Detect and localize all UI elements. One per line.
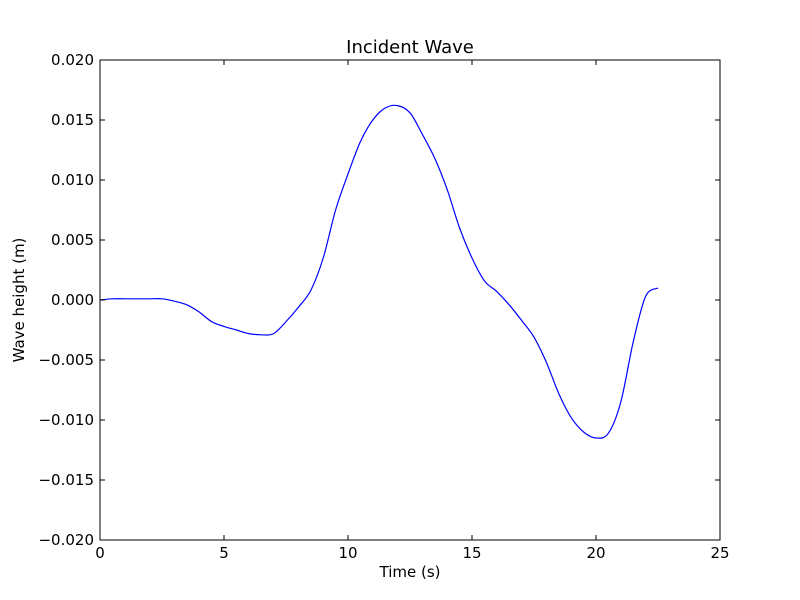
- x-tick-label: 25: [710, 544, 729, 562]
- y-axis-label: Wave height (m): [10, 238, 28, 363]
- x-tick-label: 5: [219, 544, 229, 562]
- x-tick-label: 20: [586, 544, 605, 562]
- series-layer: [99, 104, 659, 439]
- y-tick-label: −0.010: [38, 411, 94, 429]
- series-line-0: [99, 104, 659, 439]
- y-tick-label: 0.020: [51, 51, 94, 69]
- y-tick-label: −0.020: [38, 531, 94, 549]
- y-tick-label: 0.015: [51, 111, 94, 129]
- y-tick-label: 0.005: [51, 231, 94, 249]
- x-tick-labels: 0 5 10 15 20 25: [95, 544, 729, 562]
- plot-frame: [99, 59, 721, 541]
- y-tick-labels: −0.020 −0.015 −0.010 −0.005 0.000 0.005 0.010 0…: [38, 51, 94, 549]
- x-tick-label: 0: [95, 544, 105, 562]
- x-tick-label: 10: [338, 544, 357, 562]
- plot-area: [99, 59, 721, 541]
- x-axis-label: Time (s): [379, 563, 441, 581]
- chart-title: Incident Wave: [346, 37, 474, 58]
- y-tick-label: −0.015: [38, 471, 94, 489]
- plot-background: [100, 60, 720, 540]
- y-tick-label: 0.000: [51, 291, 94, 309]
- x-tick-label: 15: [462, 544, 481, 562]
- y-tick-label: 0.010: [51, 171, 94, 189]
- y-tick-label: −0.005: [38, 351, 94, 369]
